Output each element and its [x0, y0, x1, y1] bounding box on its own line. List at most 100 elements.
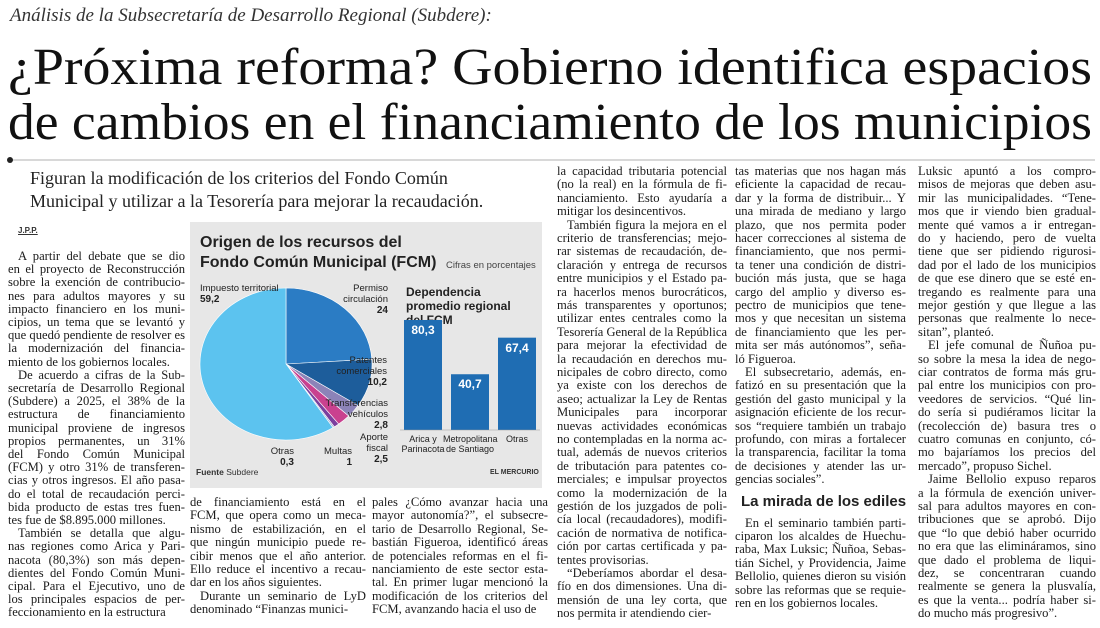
text-line: pal entre los municipios con pro-	[918, 379, 1096, 392]
text: Jaime Bellolio expuso reparos	[928, 472, 1096, 487]
pie-value-label: 24	[376, 305, 388, 316]
text: hacer correcciones al sistema de	[735, 231, 906, 245]
text-line: fío en dos dimensiones. Una di-	[557, 580, 727, 593]
text-line: como la modernización de la	[557, 486, 727, 500]
text: de financiamiento que les per-	[735, 324, 906, 339]
text: tentes provisorias.	[557, 552, 649, 567]
text-line: dad por el lado de los municipios	[918, 258, 1096, 272]
text: es que la venta... podría haber si-	[918, 592, 1096, 607]
text: También se detalla que algu-	[18, 526, 185, 541]
text-line: cias y otros ingresos. El año pasa-	[8, 474, 185, 487]
text: rar sistemas de recaudación, de-	[557, 244, 727, 259]
text: de financiamiento está en el	[190, 495, 366, 509]
text-line: nos permita ir atendiendo cier-	[557, 607, 727, 620]
text: (Subdere) a 2025, el 38% de la	[8, 394, 185, 409]
text-line: mente qué vamos a ir entregan-	[918, 218, 1096, 232]
text-line: “Deberíamos abordar el desa-	[567, 567, 727, 580]
text-line: tes fue de $8.895.000 millones.	[8, 514, 185, 527]
pie-label: Multas 1	[318, 446, 352, 468]
chart-source: Fuente Subdere	[196, 467, 258, 477]
text-line: aseo; actualizar la Ley de Rentas	[557, 392, 727, 406]
text: do el total de recaudación perci-	[8, 486, 185, 501]
text: Luksic apuntó a los compro-	[918, 164, 1096, 178]
text-line: ló Figueroa.	[735, 352, 906, 366]
text: do y haciendo, pero de vuelta	[918, 231, 1096, 245]
text-line: tas materias que nos hagan más	[735, 165, 906, 178]
text-line: tiene que ser pidiendo rigurosi-	[918, 245, 1096, 258]
text: ren en los gobiernos locales.	[735, 596, 879, 610]
text-line: tentes provisorias.	[557, 552, 727, 567]
text-line: que quedó pendiente de resolver es	[8, 329, 185, 342]
text-line: cipios, un tema que se levantó y	[8, 316, 185, 329]
text-line: feccionamiento en la estructura	[8, 606, 185, 619]
text: una mirada de mediano y largo	[735, 204, 906, 219]
deck-line: Municipal y utilizar a la Tesorería para…	[30, 191, 483, 212]
text: nos permita ir atendiendo cier-	[557, 606, 712, 621]
text: los principales espacios de per-	[8, 592, 185, 607]
text: cias y otros ingresos. El año pasa-	[8, 473, 185, 488]
text-line: ción por cartas certificada y pa-	[557, 540, 727, 553]
text: A partir del debate que se dio	[18, 249, 185, 263]
text-line: utilizar entes centrales como la	[557, 312, 727, 325]
text: de potenciales reformas en el fi-	[372, 548, 548, 563]
text-line: nanciamiento. Esto ayudaría a	[557, 190, 727, 205]
pie-label-name: Permiso circulación	[343, 283, 388, 305]
bar-value-label: 40,7	[458, 377, 482, 392]
text: eficiente la capacidad de recau-	[735, 177, 906, 192]
pie-label: Patentes comerciales 10,2	[335, 355, 387, 388]
text-line: realmente se genera la plusvalía,	[918, 580, 1096, 593]
text: entre municipios y el Estado pa-	[557, 271, 727, 286]
text: que ningún municipio puede re-	[190, 535, 366, 550]
text: municipal proviene de ingresos	[8, 420, 185, 435]
text-line: más transparentes y oportunos;	[557, 299, 727, 312]
text-line: tario de Desarrollo Regional, Se-	[372, 522, 548, 536]
text: la recaudación en derechos mu-	[557, 351, 727, 366]
text: “Deberíamos abordar el desa-	[567, 566, 727, 580]
text: (no la real) en la fórmula de fi-	[557, 177, 727, 192]
bar	[498, 337, 536, 430]
text: gestión del gasto municipal y la	[735, 391, 906, 406]
text: nismo de estabilización, en el	[190, 521, 366, 536]
text: mensión de una ley corta, que	[557, 592, 727, 607]
header-graphics: Análisis de la Subsecretaría de Desarrol…	[7, 5, 1095, 163]
text: feccionamiento en la estructura	[8, 605, 166, 620]
pie-value-label: 10,2	[367, 377, 387, 388]
text-line: do el total de recaudación perci-	[8, 486, 185, 501]
text-line: (FCM) y otro 31% de transferen-	[8, 461, 185, 474]
text-line: eficiente la capacidad de recau-	[735, 178, 906, 191]
text-line: El subsecretario, además, en-	[745, 366, 906, 379]
text-line: nuevas actividades económicas	[557, 419, 727, 433]
text-line: dientes del Fondo Común Muni-	[8, 565, 185, 580]
byline: J.P.P.	[18, 226, 38, 235]
text: que dado el problema de liqui-	[918, 552, 1096, 567]
text: asignación eficiente de los recur-	[735, 405, 906, 420]
text: dar en los años siguientes.	[190, 575, 322, 590]
text-line: Municipales para incorporar	[557, 406, 727, 419]
text-line: bución más justa, que se haga	[735, 272, 906, 285]
text-line: de financiamiento está en el	[190, 496, 366, 509]
text: FCM, que opera como un meca-	[190, 508, 366, 523]
text-line: tián Sichel, y Providencia, Jaime	[735, 556, 906, 570]
text-line: raba, Max Luksic; Ñuñoa, Sebas-	[735, 543, 906, 556]
text: sitan”, planteó.	[918, 324, 994, 339]
pie-value-label: 0,3	[280, 457, 294, 468]
text: sobre la exención de contribucio-	[8, 275, 185, 290]
text: nanciamiento. Esto ayudaría a	[557, 190, 727, 205]
text: realmente se genera la plusvalía,	[918, 579, 1096, 594]
text-line: A partir del debate que se dio	[18, 250, 185, 263]
text: ta tener una condición de distri-	[735, 257, 906, 272]
text: para mejorar la efectividad de	[557, 338, 727, 353]
text-line: Tesorería General de la República	[557, 325, 727, 339]
text-line: cargo del amplio y diverso es-	[735, 285, 906, 299]
text-line: sobre la exención de contribucio-	[8, 276, 185, 289]
text-line: También se detalla que algu-	[18, 527, 185, 540]
text-line: para mejorar la efectividad de	[557, 339, 727, 352]
text-line: mercado”, propuso Sichel.	[918, 459, 1096, 473]
text: sos “requiere también un trabajo	[735, 418, 906, 433]
pie-label-name: Transferencias vehículos	[325, 398, 388, 420]
text-line: ta tener una condición de distri-	[735, 257, 906, 272]
text: dientes del Fondo Común Muni-	[8, 565, 185, 580]
text-line: que ningún municipio puede re-	[190, 536, 366, 549]
pie-value-label: 59,2	[200, 294, 220, 305]
text: Ello reduce el incentivo a recau-	[190, 562, 366, 576]
